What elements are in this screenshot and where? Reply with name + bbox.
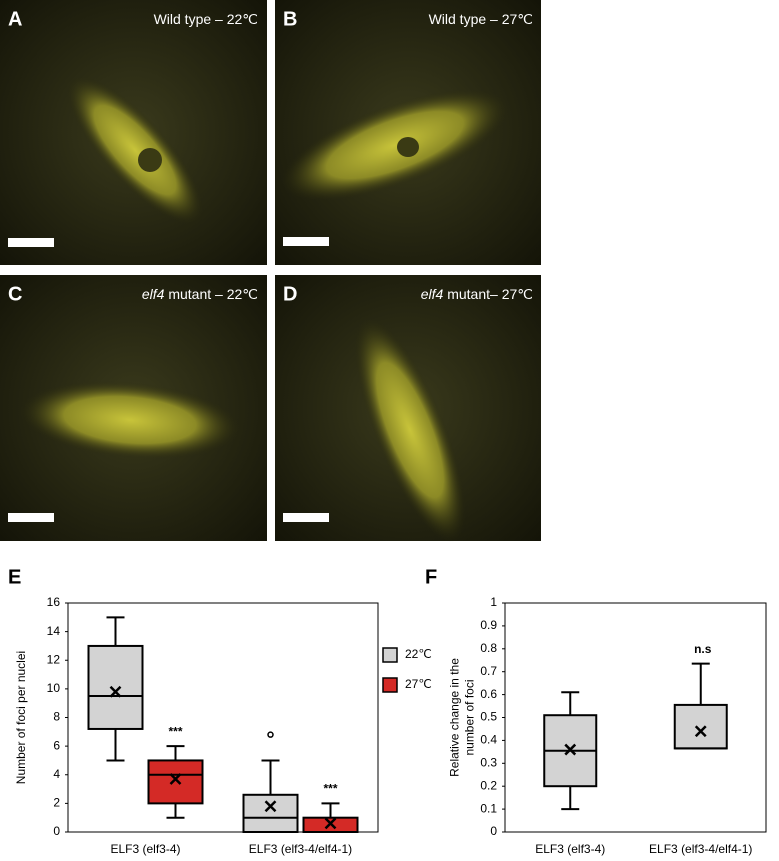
legend-label: 27℃ [405, 677, 432, 691]
micrograph-d [275, 275, 541, 543]
annotation: *** [168, 724, 182, 738]
y-tick-label: 0.9 [480, 618, 497, 632]
box [87, 644, 144, 730]
y-tick-label: 0.8 [480, 641, 497, 655]
mean-marker [564, 743, 577, 756]
legend-label: 22℃ [405, 647, 432, 661]
annotation: n.s [694, 642, 712, 656]
y-tick-label: 12 [47, 652, 61, 666]
y-axis-label: Number of foci per nuclei [14, 651, 28, 784]
y-axis-label: Relative change in the [448, 658, 462, 777]
legend-swatch [382, 647, 398, 663]
y-tick-label: 0.1 [480, 801, 497, 815]
caption-text: mutant– 27℃ [443, 286, 533, 302]
y-tick-label: 8 [53, 710, 60, 724]
y-tick-label: 0.5 [480, 710, 497, 724]
x-tick-label: ELF3 (elf3-4) [535, 842, 605, 856]
legend-swatch [382, 677, 398, 693]
y-tick-label: 0.2 [480, 778, 497, 792]
x-tick-label: ELF3 (elf3-4/elf4-1) [649, 842, 752, 856]
micrograph-c [0, 275, 267, 541]
y-tick-label: 1 [490, 595, 497, 609]
y-tick-label: 0.6 [480, 687, 497, 701]
y-tick-label: 2 [53, 796, 60, 810]
panel-letter: B [283, 8, 297, 30]
mean-marker [169, 773, 182, 785]
mean-marker [324, 817, 337, 830]
y-tick-label: 10 [47, 681, 61, 695]
mean-marker [109, 685, 122, 698]
panel-caption: elf4 mutant– 27℃ [421, 286, 533, 302]
outlier [267, 731, 274, 738]
x-tick-label: ELF3 (elf3-4/elf4-1) [249, 842, 352, 856]
y-tick-label: 14 [47, 624, 61, 638]
panel-caption: elf4 mutant – 22℃ [142, 286, 258, 302]
y-tick-label: 0.3 [480, 755, 497, 769]
y-tick-label: 0 [53, 824, 60, 838]
y-tick-label: 0 [490, 824, 497, 838]
caption-text: Wild type – 27℃ [429, 11, 533, 27]
panel-letter: D [283, 283, 297, 305]
y-axis-label: number of foci [463, 679, 477, 755]
box [673, 703, 728, 750]
panel-letter: C [8, 283, 22, 305]
panel-caption: Wild type – 22℃ [154, 11, 258, 27]
y-tick-label: 4 [53, 767, 60, 781]
caption-italic: elf4 [142, 286, 165, 302]
panel-caption: Wild type – 27℃ [429, 11, 533, 27]
panel-letter: A [8, 8, 22, 30]
micrograph-a [0, 0, 267, 265]
caption-text: Wild type – 22℃ [154, 11, 258, 27]
mean-marker [694, 725, 707, 738]
caption-italic: elf4 [421, 286, 444, 302]
y-tick-label: 6 [53, 738, 60, 752]
box [242, 793, 299, 833]
micrograph-b [275, 0, 541, 265]
chart-letter: F [425, 566, 437, 588]
mean-marker [264, 800, 277, 813]
y-tick-label: 16 [47, 595, 61, 609]
y-tick-label: 0.4 [480, 733, 497, 747]
box [147, 759, 204, 805]
annotation: *** [323, 782, 337, 796]
x-tick-label: ELF3 (elf3-4) [110, 842, 180, 856]
chart-letter: E [8, 566, 21, 588]
y-tick-label: 0.7 [480, 664, 497, 678]
caption-text: mutant – 22℃ [164, 286, 258, 302]
